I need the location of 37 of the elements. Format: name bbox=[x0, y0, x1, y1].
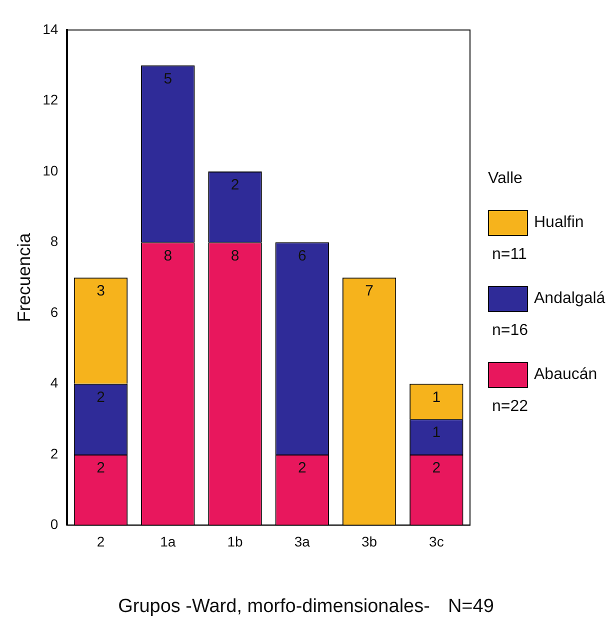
legend-label: Abaucán bbox=[534, 366, 598, 384]
data-label: 2 bbox=[298, 460, 306, 477]
data-label: 2 bbox=[96, 388, 105, 406]
y-tick-label: 0 bbox=[50, 516, 58, 532]
text: n=22 bbox=[492, 398, 530, 416]
data-label: 1 bbox=[432, 424, 441, 442]
legend-title: Valle bbox=[488, 170, 524, 188]
y-tick-label: 8 bbox=[50, 233, 58, 250]
data-label: 2 bbox=[432, 460, 441, 477]
data-label: 6 bbox=[298, 247, 306, 264]
text: n=16 bbox=[492, 322, 530, 340]
y-tick-label: 6 bbox=[50, 304, 58, 320]
data-label: 2 bbox=[96, 460, 105, 477]
data-label: 8 bbox=[164, 247, 172, 264]
y-axis-title: Frecuencia bbox=[14, 232, 34, 322]
x-tick-label: 2 bbox=[96, 533, 105, 550]
legend-label: Andalgalá bbox=[534, 290, 606, 308]
text: n=11 bbox=[492, 246, 528, 264]
data-label: 2 bbox=[230, 176, 240, 194]
data-label: 3 bbox=[96, 282, 105, 300]
y-tick-label: 12 bbox=[42, 92, 58, 108]
y-tick-label: 2 bbox=[50, 445, 58, 462]
x-axis-title: Grupos -Ward, morfo-dimensionales- bbox=[118, 596, 430, 617]
y-tick-label: 4 bbox=[50, 374, 58, 391]
data-label: 5 bbox=[164, 70, 172, 88]
x-tick-label: 3a bbox=[294, 533, 310, 550]
data-label: 8 bbox=[230, 247, 240, 264]
x-tick-label: 1b bbox=[227, 533, 244, 550]
data-label: 7 bbox=[365, 282, 374, 300]
text: N=49 bbox=[448, 596, 494, 617]
x-tick-label: 3c bbox=[429, 533, 444, 550]
y-tick-label: 14 bbox=[42, 20, 58, 37]
x-tick-label: 3b bbox=[362, 533, 378, 550]
x-tick-label: 1a bbox=[160, 533, 176, 550]
legend-label: Hualfin bbox=[534, 214, 584, 232]
y-tick-label: 10 bbox=[42, 162, 58, 178]
data-label: 1 bbox=[432, 388, 441, 406]
